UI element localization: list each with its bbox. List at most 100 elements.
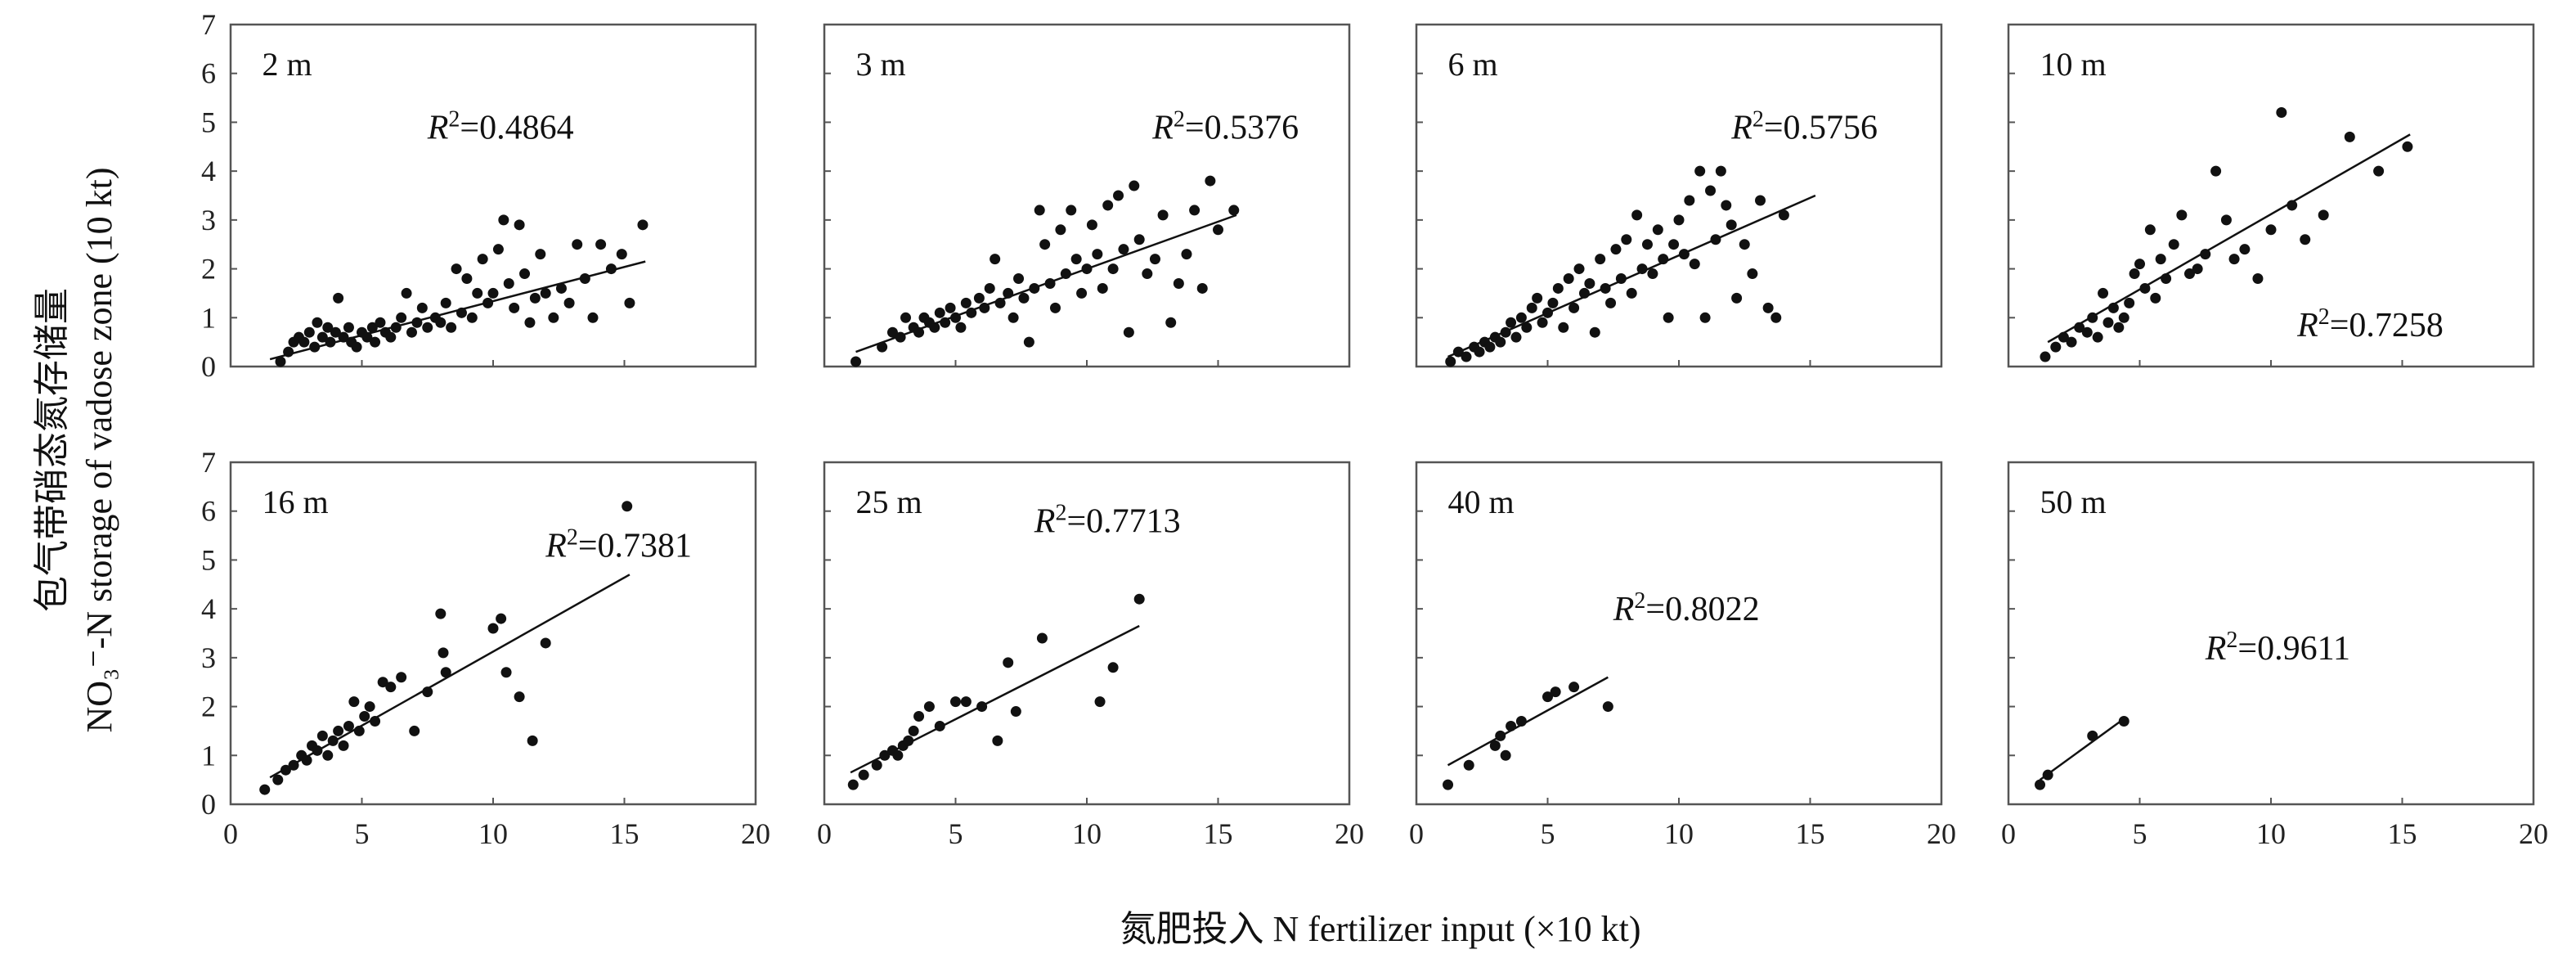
y-axis-title-en: NO₃⁻-N storage of vadose zone (10 kt) (79, 167, 119, 732)
data-point (1452, 346, 1464, 358)
x-axis-title: 氮肥投入 N fertilizer input (×10 kt) (1120, 909, 1640, 949)
data-point (529, 292, 541, 304)
data-point (984, 282, 995, 294)
data-point (1626, 287, 1637, 299)
data-point (1133, 234, 1145, 245)
data-point (343, 720, 354, 731)
data-point (903, 735, 914, 746)
data-point (1584, 277, 1595, 289)
data-point (1721, 200, 1732, 211)
data-point (1731, 292, 1743, 304)
data-point (2276, 106, 2287, 118)
data-point (1532, 292, 1543, 304)
data-point (1621, 234, 1632, 245)
y-axis-title-cn: 包气带硝态氮存储量 (32, 288, 72, 612)
data-point (2098, 287, 2109, 299)
data-point (422, 686, 433, 698)
data-point (879, 749, 891, 761)
data-point (1463, 759, 1474, 771)
data-point (1461, 351, 1472, 362)
data-point (2124, 297, 2135, 308)
data-point (440, 667, 451, 678)
data-point (1705, 185, 1717, 196)
data-point (1673, 214, 1685, 226)
data-point (1605, 297, 1617, 308)
data-point (1550, 686, 1561, 698)
data-point (2155, 254, 2166, 265)
y-tick-label: 1 (201, 739, 216, 772)
data-point (514, 691, 525, 703)
data-point (1118, 244, 1129, 255)
data-point (2300, 234, 2311, 245)
data-point (605, 263, 617, 275)
data-point (1715, 165, 1726, 177)
data-point (1755, 195, 1766, 206)
trend-line (2039, 718, 2125, 781)
data-point (1602, 701, 1613, 713)
data-point (637, 219, 648, 231)
data-point (2265, 224, 2277, 236)
data-point (377, 677, 388, 688)
data-point (2087, 312, 2098, 323)
x-tick-label: 5 (949, 817, 963, 850)
data-point (2107, 302, 2119, 313)
data-point (1165, 317, 1177, 328)
data-point (353, 725, 365, 736)
data-point (1094, 696, 1106, 708)
panel-label: 6 m (1448, 46, 1498, 83)
r-squared-label: R2=0.4864 (427, 106, 574, 147)
y-tick-label: 5 (201, 106, 216, 138)
data-point (316, 331, 328, 343)
data-point (579, 273, 590, 285)
data-point (992, 735, 1003, 746)
panel-25m: 0 5 10 15 20 25 m R2=0.7713 (817, 461, 1364, 850)
data-point (1600, 282, 1611, 294)
data-point (595, 239, 607, 250)
data-point (2035, 779, 2046, 790)
data-point (847, 779, 859, 790)
y-tick-label: 3 (201, 641, 216, 674)
x-tick-label: 0 (1409, 817, 1424, 850)
data-point (1726, 219, 1737, 231)
data-point (1181, 249, 1192, 260)
panel-10m: 10 m R2=0.7258 (2007, 23, 2535, 368)
x-tick-label: 15 (2388, 817, 2417, 850)
data-point (435, 317, 447, 328)
panel-label: 10 m (2040, 46, 2107, 83)
data-point (1515, 715, 1527, 727)
data-point (548, 312, 559, 323)
panels: 0 1 2 3 4 5 6 7 2 m R2=0.4864 3 m R2=0.5376 6 m R2=0.… (201, 8, 2548, 850)
data-point (1474, 346, 1485, 358)
data-point (955, 322, 967, 333)
data-point (275, 356, 286, 367)
y-tick-label: 0 (201, 788, 216, 821)
data-point (438, 647, 449, 659)
r-squared-label: R2=0.5376 (1151, 106, 1299, 147)
data-point (327, 735, 339, 746)
data-point (348, 696, 360, 708)
data-point (1010, 706, 1021, 718)
data-point (477, 254, 488, 265)
data-point (466, 312, 478, 323)
data-point (322, 749, 334, 761)
data-point (1484, 341, 1496, 353)
data-point (1652, 224, 1663, 236)
y-tick-label: 2 (201, 253, 216, 286)
data-point (976, 701, 988, 713)
data-point (338, 331, 349, 343)
x-tick-label: 20 (2519, 817, 2548, 850)
data-point (2287, 200, 2298, 211)
r-squared-label: R2=0.8022 (1613, 588, 1760, 629)
r-squared-label: R2=0.9611 (2205, 627, 2350, 668)
panel-16m: 0 1 2 3 4 5 6 7 0 5 10 15 20 16 m R2=0.7381 (201, 446, 770, 850)
data-point (2066, 336, 2077, 348)
data-point (496, 613, 507, 624)
data-point (1537, 317, 1548, 328)
x-tick-label: 10 (2256, 817, 2286, 850)
panel-label: 16 m (263, 484, 329, 520)
data-point (1699, 312, 1711, 323)
data-point (2118, 312, 2129, 323)
x-tick-label: 5 (2133, 817, 2147, 850)
data-point (482, 297, 494, 308)
